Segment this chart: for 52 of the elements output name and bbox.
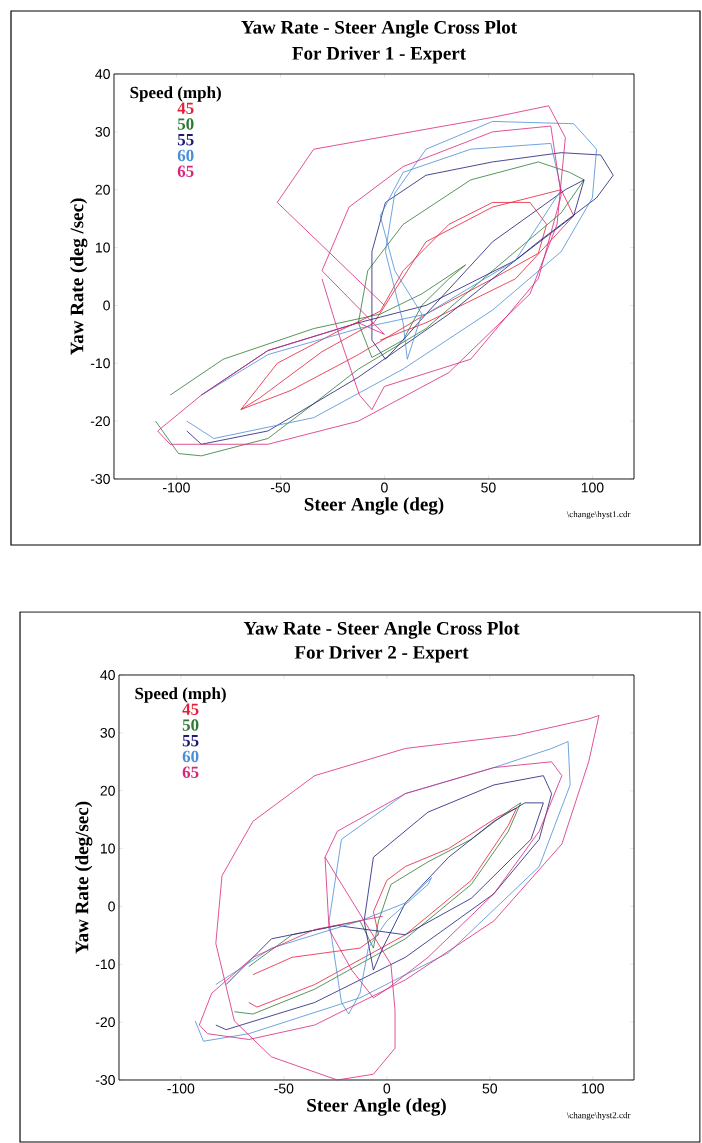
x-tick-label: 0 bbox=[383, 1083, 391, 1094]
y-tick-label: 10 bbox=[100, 843, 115, 854]
text: 55 bbox=[177, 134, 194, 146]
text: 50 bbox=[182, 719, 199, 731]
x-tick-label: 100 bbox=[582, 1083, 604, 1094]
x-axis-title: Steer Angle (deg) bbox=[304, 497, 444, 515]
y-axis-title: Yaw Rate (deg/sec) bbox=[75, 801, 93, 954]
x-tick-label: -50 bbox=[270, 482, 290, 493]
y-tick-label: 10 bbox=[95, 242, 110, 253]
line-series bbox=[215, 775, 552, 1031]
line-series bbox=[198, 715, 600, 1081]
text: 60 bbox=[177, 149, 194, 162]
line-series bbox=[240, 189, 575, 410]
y-tick-label: 30 bbox=[95, 126, 110, 137]
y-tick-label: 0 bbox=[103, 300, 110, 311]
text: \change\hyst2.cdr bbox=[566, 1111, 631, 1121]
y-tick-label: -20 bbox=[95, 1017, 115, 1028]
x-axis-title: Steer Angle (deg) bbox=[307, 1098, 446, 1116]
x-tick-label: 50 bbox=[482, 1083, 498, 1094]
text: 60 bbox=[182, 750, 199, 763]
chart-subtitle: For Driver 1 - Expert bbox=[292, 46, 466, 64]
legend-title: Speed (mph) bbox=[130, 86, 221, 102]
text: 45 bbox=[182, 703, 199, 715]
text: 45 bbox=[177, 102, 194, 114]
y-tick-label: 40 bbox=[100, 670, 115, 680]
y-tick-label: 20 bbox=[100, 785, 115, 796]
text: 65 bbox=[182, 766, 199, 778]
x-tick-label: -100 bbox=[163, 482, 190, 493]
chart-title: Yaw Rate - Steer Angle Cross Plot bbox=[243, 621, 520, 639]
x-tick-label: -100 bbox=[167, 1083, 195, 1094]
text: \change\hyst1.cdr bbox=[566, 510, 631, 520]
text: 55 bbox=[182, 735, 199, 747]
x-tick-label: 0 bbox=[381, 482, 388, 493]
text: 50 bbox=[177, 118, 194, 130]
line-series bbox=[155, 161, 585, 457]
x-tick-label: -50 bbox=[274, 1083, 294, 1094]
chart-title: Yaw Rate - Steer Angle Cross Plot bbox=[241, 20, 517, 38]
y-tick-label: -30 bbox=[95, 1075, 115, 1085]
y-tick-label: -10 bbox=[90, 358, 110, 369]
text: 65 bbox=[177, 165, 194, 177]
y-tick-label: -10 bbox=[95, 959, 115, 970]
x-tick-label: 50 bbox=[481, 482, 496, 493]
y-tick-label: -20 bbox=[90, 416, 110, 427]
chart-subtitle: For Driver 2 - Expert bbox=[294, 645, 469, 663]
y-tick-label: 0 bbox=[108, 901, 115, 912]
y-tick-label: -30 bbox=[90, 474, 110, 484]
y-tick-label: 40 bbox=[95, 69, 110, 79]
y-tick-label: 20 bbox=[95, 184, 110, 195]
y-tick-label: 30 bbox=[100, 727, 115, 738]
x-tick-label: 100 bbox=[581, 482, 604, 493]
y-axis-title: Yaw Rate (deg /sec) bbox=[70, 198, 88, 356]
legend-title: Speed (mph) bbox=[135, 687, 226, 703]
